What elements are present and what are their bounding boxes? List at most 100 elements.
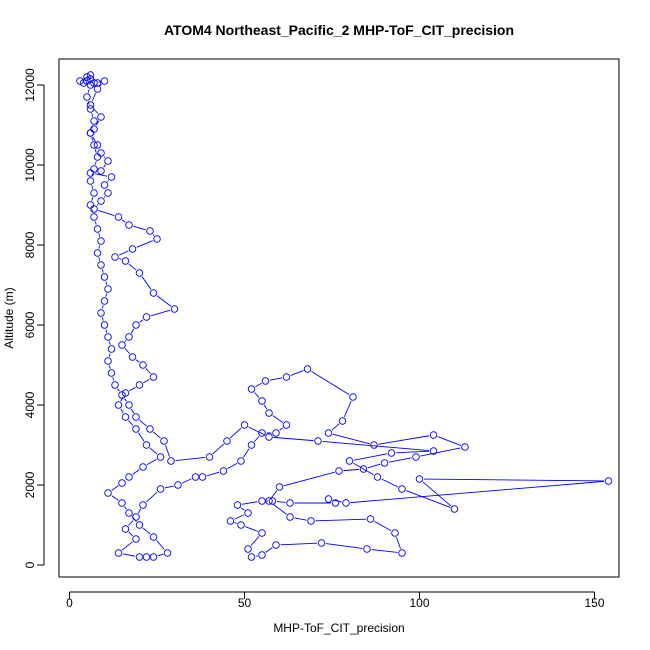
- data-point: [156, 485, 165, 493]
- series-segment: [273, 436, 314, 442]
- data-point: [118, 391, 126, 399]
- series-segment: [255, 382, 262, 388]
- data-point: [100, 77, 109, 85]
- series-segment: [98, 257, 101, 261]
- series-segment: [243, 448, 250, 458]
- series-segment: [128, 520, 134, 526]
- data-point: [156, 453, 165, 461]
- data-point: [237, 457, 245, 465]
- series-segment: [91, 185, 94, 189]
- data-point: [247, 385, 256, 393]
- series-segment: [271, 490, 278, 498]
- series-segment: [272, 503, 287, 515]
- series-segment: [263, 404, 268, 410]
- data-point: [167, 457, 175, 465]
- data-point: [370, 441, 378, 449]
- data-point: [373, 473, 382, 481]
- data-point: [86, 71, 95, 79]
- data-point: [226, 517, 235, 525]
- data-point: [90, 117, 98, 125]
- data-point: [258, 429, 266, 437]
- series-segment: [395, 450, 430, 454]
- data-point: [142, 313, 151, 321]
- data-point: [135, 521, 144, 529]
- data-point: [314, 437, 322, 445]
- y-tick-label: 6000: [23, 311, 37, 338]
- series-segment: [91, 92, 97, 102]
- data-point: [83, 93, 91, 101]
- series-segment: [128, 420, 134, 426]
- data-point: [265, 433, 273, 441]
- series-segment: [331, 423, 340, 431]
- x-tick-label: 100: [409, 596, 429, 610]
- data-point: [125, 473, 133, 481]
- series-segment: [245, 526, 258, 532]
- data-point: [349, 393, 357, 401]
- series-segment: [111, 485, 119, 491]
- data-point: [104, 157, 112, 165]
- data-point: [237, 521, 245, 529]
- data-point: [90, 213, 98, 221]
- data-point: [338, 417, 347, 425]
- series-segment: [120, 408, 124, 414]
- data-point: [121, 525, 130, 533]
- data-point: [247, 441, 256, 449]
- series-segment: [95, 120, 100, 126]
- data-point: [90, 189, 98, 197]
- series-segment: [294, 517, 307, 521]
- series-segment: [117, 388, 120, 392]
- data-point: [118, 341, 126, 349]
- series-segment: [94, 173, 108, 177]
- series-segment: [343, 468, 360, 472]
- series-segment: [124, 506, 127, 510]
- series-segment: [112, 377, 115, 381]
- series-segment: [276, 501, 286, 503]
- data-point: [107, 369, 116, 377]
- data-point: [345, 457, 354, 465]
- data-point: [398, 549, 406, 557]
- data-point: [265, 409, 273, 417]
- data-point: [139, 361, 147, 369]
- data-point: [97, 113, 105, 121]
- series-segment: [135, 359, 140, 363]
- data-point: [258, 497, 266, 505]
- data-point: [258, 397, 266, 405]
- series-segment: [101, 305, 104, 309]
- series-segment: [152, 234, 155, 236]
- data-point: [335, 467, 343, 475]
- y-tick-label: 4000: [23, 391, 37, 418]
- data-point: [163, 549, 172, 557]
- series-segment: [103, 164, 106, 168]
- data-point: [114, 549, 123, 557]
- series-segment: [234, 514, 245, 520]
- y-tick-label: 10000: [23, 148, 37, 182]
- series-segment: [406, 490, 451, 508]
- x-axis-label: MHP-ToF_CIT_precision: [273, 621, 404, 635]
- series-segment: [164, 485, 174, 489]
- data-point: [205, 453, 214, 461]
- data-point: [121, 413, 130, 421]
- series-segment: [128, 531, 134, 537]
- series-segment: [121, 541, 133, 551]
- series-segment: [108, 365, 111, 369]
- data-point: [258, 529, 266, 537]
- data-point: [380, 459, 389, 467]
- series-segment: [101, 317, 104, 321]
- series-segment: [149, 447, 158, 455]
- series-segment: [280, 542, 318, 546]
- data-point: [387, 449, 396, 457]
- x-tick-label: 0: [66, 596, 73, 610]
- x-axis: 0 50 100 150: [66, 591, 605, 610]
- data-point: [450, 505, 459, 513]
- series-segment: [142, 527, 151, 535]
- series-segment: [138, 432, 145, 442]
- series-segment: [234, 522, 237, 524]
- data-point: [391, 529, 399, 537]
- data-point: [219, 467, 228, 475]
- data-point: [86, 201, 95, 209]
- series-segment: [98, 245, 101, 249]
- data-point: [139, 501, 147, 509]
- data-point: [198, 473, 207, 481]
- series-segment: [103, 196, 106, 198]
